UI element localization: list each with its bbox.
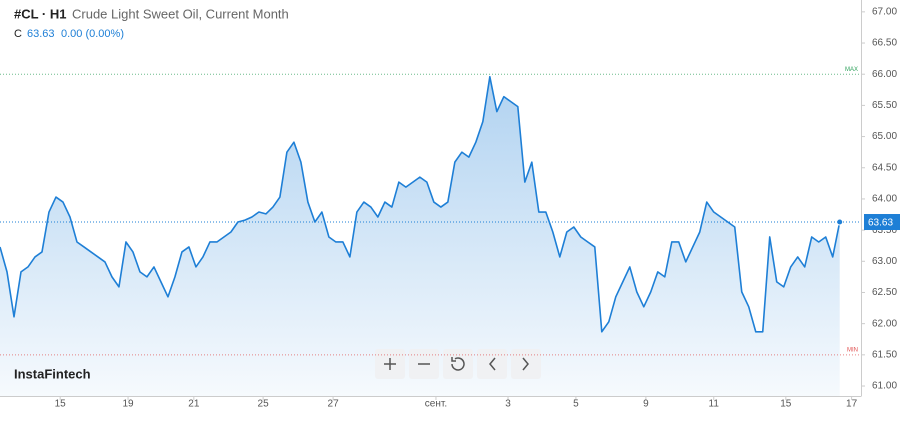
zoom-controls: [375, 349, 541, 379]
min-line-label: MIN: [847, 347, 858, 353]
scroll-right-button[interactable]: [511, 349, 541, 379]
y-tick-label: 65.50: [872, 100, 897, 111]
y-tick-label: 63.50: [872, 225, 897, 236]
y-tick-label: 63.00: [872, 256, 897, 267]
max-line-label: MAX: [845, 67, 858, 73]
last-point: [836, 218, 844, 226]
y-tick-label: 65.00: [872, 131, 897, 142]
last-value: 63.63: [27, 28, 55, 40]
y-tick-label: 66.00: [872, 69, 897, 80]
last-value-box: [864, 214, 900, 231]
x-tick-label: сент.: [425, 399, 447, 410]
y-tick-label: 61.00: [872, 381, 897, 392]
x-tick-label: 15: [780, 399, 792, 410]
x-tick-label: 15: [55, 399, 67, 410]
zoom-out-button[interactable]: [409, 349, 439, 379]
last-value-axis-label: 63.63: [868, 218, 893, 229]
change-label: 0.00 (0.00%): [61, 28, 124, 40]
x-tick-label: 11: [709, 399, 720, 410]
brand: InstaFintech: [14, 366, 91, 381]
y-tick-label: 64.00: [872, 194, 897, 205]
y-tick-label: 66.50: [872, 38, 897, 49]
area: [0, 76, 840, 396]
x-tick-label: 25: [258, 399, 270, 410]
y-tick-label: 61.50: [872, 349, 897, 360]
x-tick-label: 3: [505, 399, 511, 410]
zoom-in-button[interactable]: [375, 349, 405, 379]
x-tick-label: 21: [188, 399, 200, 410]
scroll-left-button[interactable]: [477, 349, 507, 379]
line: [0, 75, 841, 333]
x-tick-label: 17: [846, 399, 858, 410]
x-tick-label: 9: [643, 399, 649, 410]
price-label: C: [14, 28, 22, 40]
x-tick-label: 5: [573, 399, 579, 410]
reset-button[interactable]: [443, 349, 473, 379]
symbol: #CL · H1: [14, 6, 67, 21]
chart-title: Crude Light Sweet Oil, Current Month: [72, 6, 289, 21]
y-tick-label: 64.50: [872, 162, 897, 173]
y-tick-label: 67.00: [872, 6, 897, 17]
y-tick-label: 62.50: [872, 287, 897, 298]
y-tick-label: 62.00: [872, 318, 897, 329]
x-tick-label: 27: [328, 399, 340, 410]
x-tick-label: 19: [122, 399, 134, 410]
